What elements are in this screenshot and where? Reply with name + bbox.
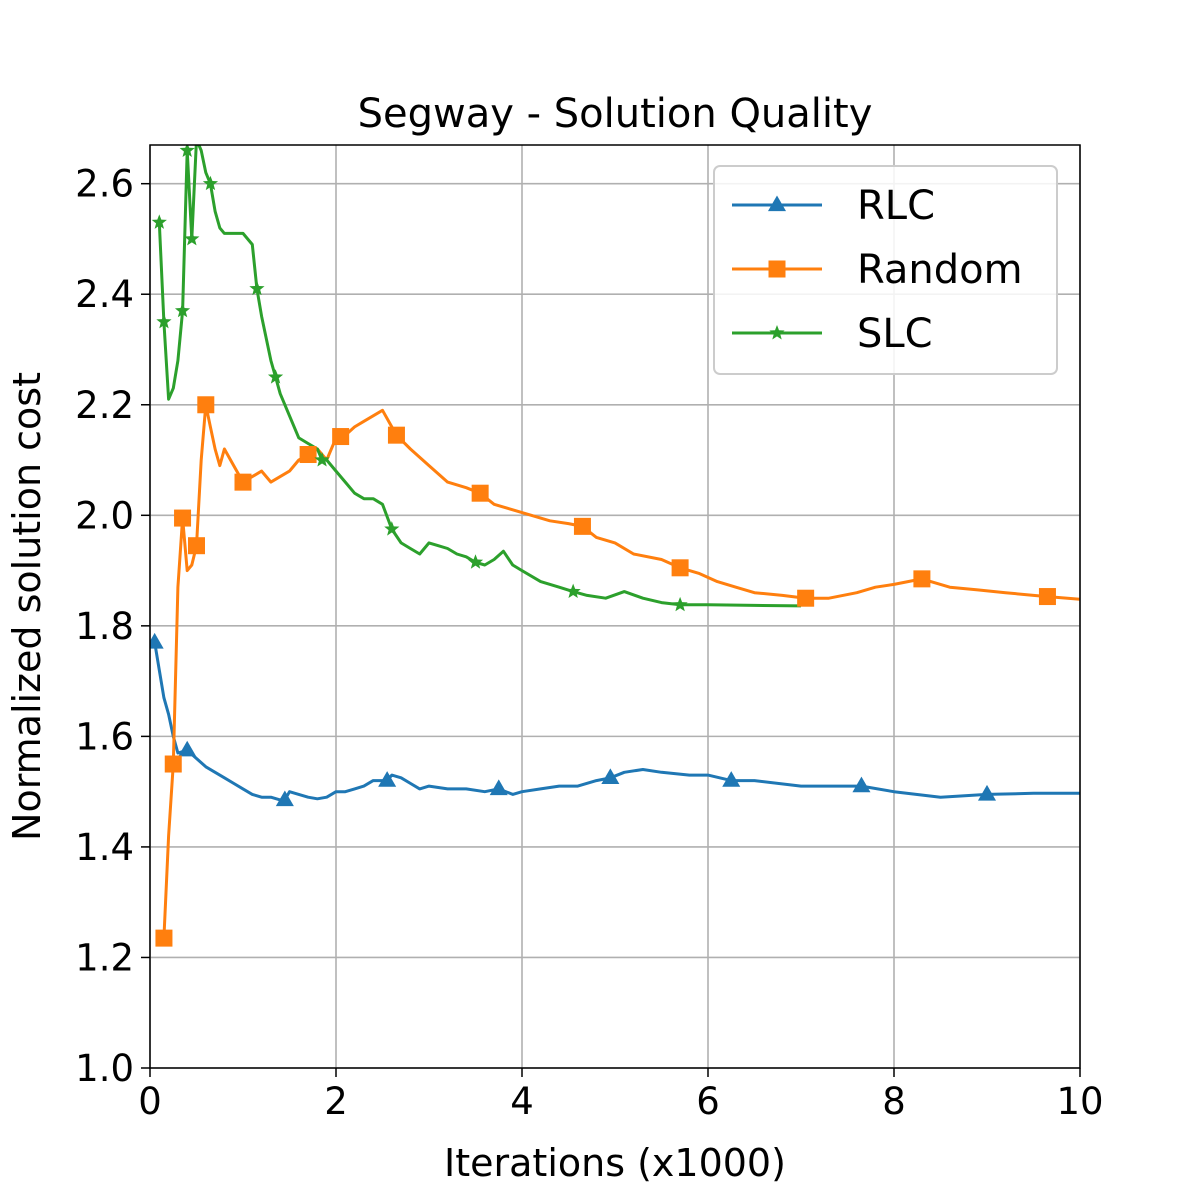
- axis-ticks: 0 2 4 6 8 10 1.0 1.2 1.4 1.6 1.8 2.0 2.2 2.4 2.6: [75, 163, 1103, 1123]
- data-point-random: [164, 755, 182, 773]
- x-tick-label: 10: [1056, 1080, 1103, 1123]
- data-point-random: [1038, 588, 1056, 606]
- x-tick-label: 6: [696, 1080, 720, 1123]
- data-point-random: [797, 589, 815, 607]
- series-markers: [150, 145, 1056, 947]
- data-point-rlc: [275, 790, 294, 807]
- data-point-random: [332, 428, 350, 446]
- x-tick-label: 2: [324, 1080, 348, 1123]
- data-point-slc: [384, 521, 400, 536]
- y-tick-label: 2.2: [75, 384, 134, 427]
- plot-frame: [149, 144, 1081, 1069]
- y-axis-label: Normalized solution cost: [5, 372, 49, 841]
- x-axis-label: Iterations (x1000): [444, 1141, 786, 1185]
- legend-label-slc: SLC: [857, 311, 933, 357]
- y-tick-label: 2.0: [75, 494, 134, 537]
- data-point-slc: [156, 313, 172, 329]
- data-point-random: [197, 396, 215, 414]
- series-line-rlc: [153, 642, 1080, 802]
- data-point-slc: [202, 175, 219, 191]
- data-point-random: [573, 517, 591, 535]
- legend-marker-random: [768, 260, 786, 278]
- data-point-random: [155, 929, 173, 947]
- data-point-slc: [267, 369, 284, 384]
- x-tick-label: 4: [510, 1080, 534, 1123]
- data-point-slc: [467, 554, 484, 569]
- y-tick-label: 1.8: [75, 605, 134, 648]
- data-point-slc: [249, 280, 265, 296]
- y-tick-label: 1.2: [75, 936, 134, 979]
- data-point-slc: [565, 583, 581, 599]
- data-point-rlc: [489, 779, 508, 796]
- y-tick-label: 1.6: [75, 715, 134, 758]
- data-point-random: [188, 537, 205, 555]
- data-point-random: [913, 570, 931, 588]
- legend-marker-rlc: [767, 195, 787, 212]
- data-point-rlc: [722, 771, 741, 787]
- data-point-random: [671, 559, 689, 577]
- gridlines: [149, 145, 1081, 1069]
- legend-label-rlc: RLC: [857, 183, 935, 229]
- data-point-random: [234, 473, 252, 491]
- data-point-random: [174, 509, 192, 527]
- data-point-slc: [314, 452, 330, 467]
- x-tick-label: 0: [138, 1080, 162, 1123]
- data-point-rlc: [378, 771, 397, 787]
- y-tick-label: 1.4: [75, 826, 134, 869]
- series-line-slc: [157, 145, 802, 608]
- data-point-rlc: [977, 784, 997, 801]
- chart-title: Segway - Solution Quality: [358, 91, 873, 137]
- data-point-random: [471, 484, 489, 502]
- data-point-slc: [672, 596, 688, 612]
- legend-marker-slc: [769, 325, 785, 340]
- data-point-rlc: [178, 740, 197, 757]
- data-point-rlc: [852, 776, 871, 793]
- data-point-rlc: [150, 632, 164, 649]
- data-point-slc: [174, 302, 191, 318]
- legend-box: [713, 165, 1058, 375]
- x-tick-label: 8: [882, 1080, 906, 1123]
- data-point-slc: [151, 214, 167, 229]
- legend-label-random: Random: [857, 247, 1023, 293]
- y-tick-label: 2.4: [75, 273, 134, 316]
- data-point-random: [299, 446, 317, 464]
- data-point-slc: [179, 145, 195, 157]
- data-point-random: [387, 426, 405, 444]
- data-point-rlc: [601, 768, 620, 785]
- y-tick-label: 2.6: [75, 163, 134, 206]
- legend: RLC Random SLC: [713, 165, 1058, 375]
- y-tick-label: 1.0: [75, 1047, 134, 1090]
- data-point-slc: [184, 230, 200, 246]
